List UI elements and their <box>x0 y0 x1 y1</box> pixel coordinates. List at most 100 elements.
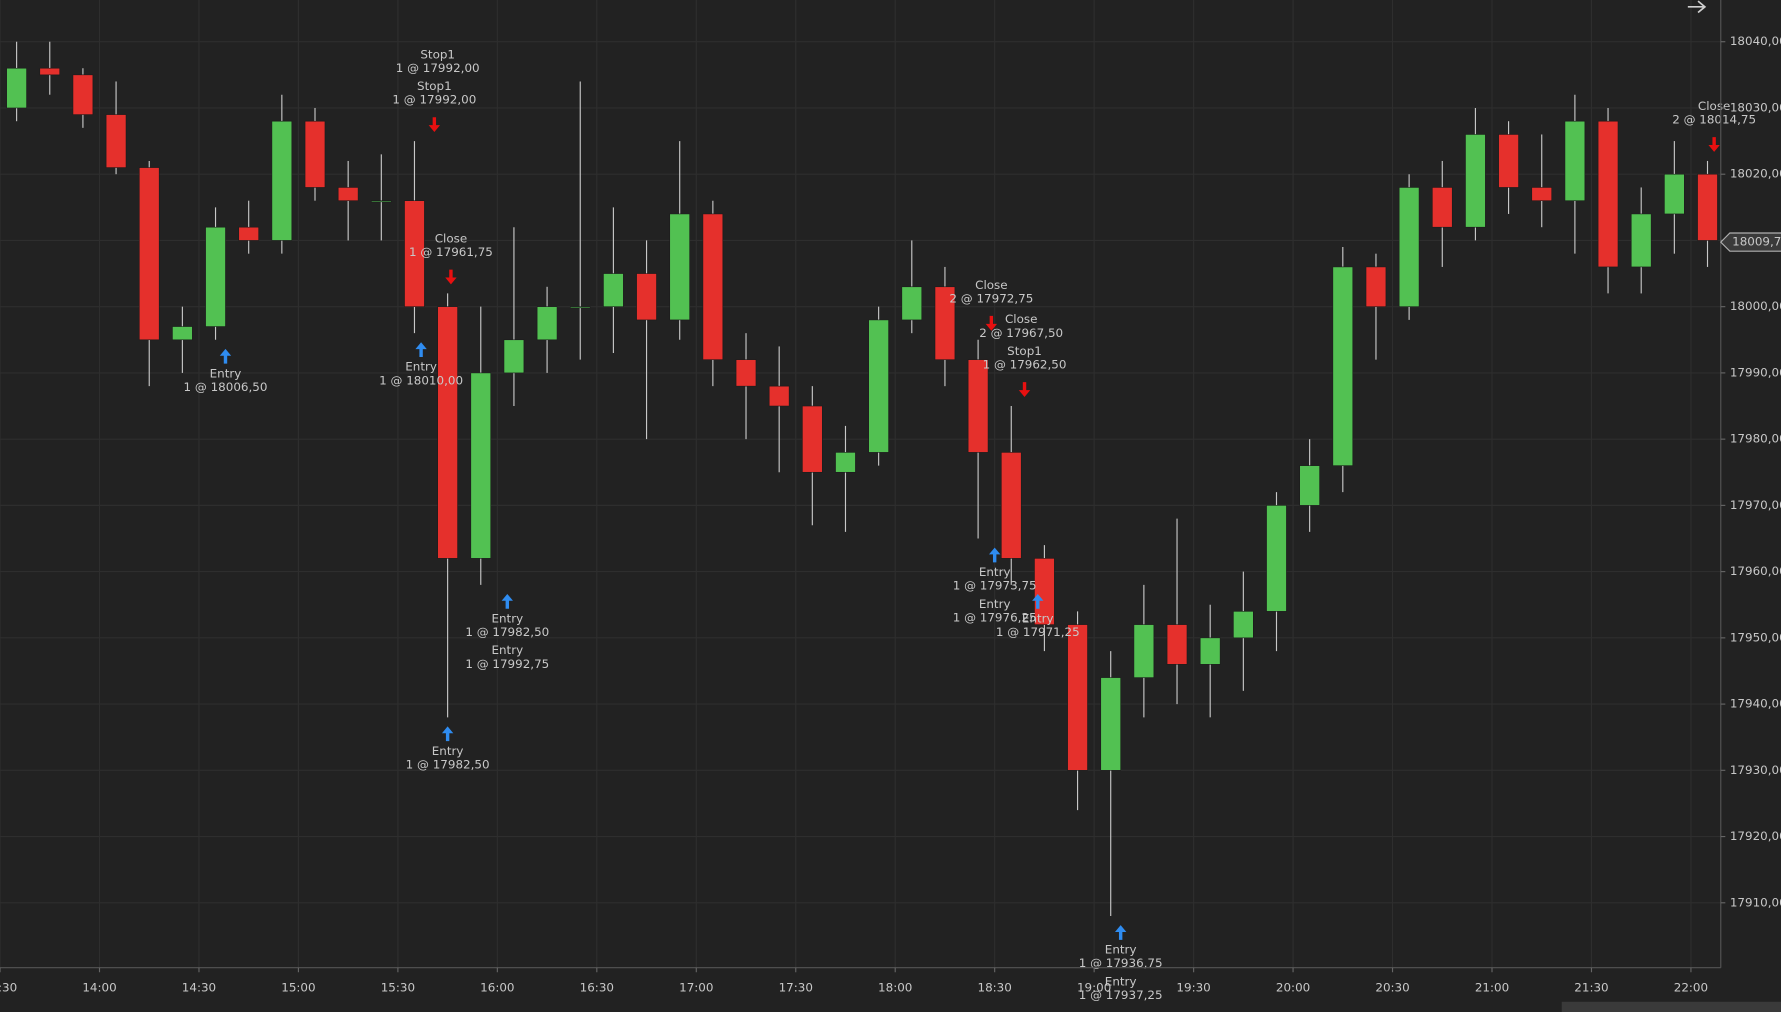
annotation-detail: 2 @ 17967,50 <box>979 326 1063 340</box>
candle-body <box>1398 187 1420 307</box>
candle-body <box>205 226 226 327</box>
candle-body <box>1067 624 1088 771</box>
annotation-label: Close <box>1698 99 1730 113</box>
scroll-to-end-button[interactable] <box>1687 0 1707 14</box>
annotation-label: Entry <box>210 366 242 380</box>
x-tick-label: 18:30 <box>978 981 1012 995</box>
x-tick-label: 17:00 <box>679 981 713 995</box>
candle-body <box>669 213 690 321</box>
y-tick-label: 17980,00 <box>1730 432 1781 446</box>
y-tick-label: 17950,00 <box>1730 630 1781 644</box>
candle-body <box>39 67 60 76</box>
candle-body <box>1498 134 1519 188</box>
y-tick-label: 17920,00 <box>1730 829 1781 843</box>
x-tick-label: 20:00 <box>1276 981 1310 995</box>
candle-body <box>570 306 591 309</box>
candle-body <box>1166 624 1188 665</box>
annotation-label: Entry <box>1105 943 1137 957</box>
y-tick-label: 18020,00 <box>1730 167 1781 181</box>
y-tick-label: 17960,00 <box>1730 564 1781 578</box>
annotation-label: Stop1 <box>417 79 452 93</box>
annotation-label: Entry <box>491 643 523 657</box>
candle-body <box>437 306 458 559</box>
annotation-label: Stop1 <box>420 47 455 61</box>
candle-body <box>768 385 790 407</box>
annotation-detail: 2 @ 18014,75 <box>1672 113 1756 127</box>
candle-body <box>636 273 657 321</box>
annotation-detail: 1 @ 17992,75 <box>465 657 549 671</box>
entry-arrow <box>415 342 427 358</box>
annotation-detail: 1 @ 17982,50 <box>465 625 549 639</box>
annotation-label: Entry <box>491 611 523 625</box>
annotation-detail: 1 @ 18010,00 <box>379 373 463 387</box>
candle-body <box>238 226 259 241</box>
x-tick-label: 20:30 <box>1375 981 1409 995</box>
entry-arrow <box>988 547 1001 563</box>
x-tick-label: 19:30 <box>1176 981 1210 995</box>
annotation-detail: 1 @ 17961,75 <box>409 245 493 259</box>
entry-arrow <box>1032 593 1044 609</box>
last-price-label: 18009,75 <box>1732 235 1781 249</box>
candle-body <box>967 359 989 453</box>
y-tick-label: 17910,00 <box>1730 895 1781 909</box>
annotation-label: Entry <box>405 360 437 374</box>
candle-body <box>1233 611 1254 639</box>
candle-body <box>603 273 624 307</box>
annotation-detail: 1 @ 17976,25 <box>953 611 1037 625</box>
annotation-detail: 1 @ 17936,75 <box>1079 956 1163 970</box>
exit-arrow <box>428 117 441 132</box>
candle-body <box>1697 173 1718 241</box>
candle-body <box>934 286 956 360</box>
annotation-label: Entry <box>1105 974 1137 988</box>
candle-body <box>371 200 392 203</box>
y-tick-label: 17990,00 <box>1730 365 1781 379</box>
exit-arrow <box>1708 137 1720 152</box>
annotation-label: Close <box>975 278 1007 292</box>
entry-arrow <box>441 726 454 742</box>
candle-body <box>536 306 558 341</box>
y-tick-label: 18000,00 <box>1730 299 1781 313</box>
annotation-detail: 1 @ 17992,00 <box>396 61 480 75</box>
candle-body <box>901 286 923 321</box>
candle-body <box>172 326 193 341</box>
annotation-detail: 1 @ 17962,50 <box>983 358 1067 372</box>
x-tick-label: 21:00 <box>1475 981 1509 995</box>
annotation-label: Close <box>435 231 467 245</box>
annotation-label: Entry <box>979 597 1011 611</box>
last-price-tag <box>1719 232 1781 252</box>
candle-body <box>304 120 326 188</box>
candle-body <box>470 372 492 559</box>
annotation-detail: 1 @ 17973,75 <box>953 579 1037 593</box>
candle-body <box>1564 120 1586 201</box>
candle-body <box>1465 134 1486 228</box>
annotation-label: Entry <box>979 565 1011 579</box>
y-tick-label: 18030,00 <box>1730 100 1781 114</box>
x-tick-label: 14:30 <box>182 981 216 995</box>
scrollbar[interactable] <box>1561 1001 1781 1012</box>
candle-body <box>735 359 757 387</box>
annotation-detail: 1 @ 17937,25 <box>1079 988 1163 1002</box>
candle-body <box>702 213 724 360</box>
candle-body <box>835 452 856 473</box>
candle-body <box>404 200 425 307</box>
candle-body <box>6 67 27 109</box>
candle-body <box>1299 465 1320 506</box>
annotation-label: Entry <box>432 744 464 758</box>
x-tick-label: 16:00 <box>480 981 514 995</box>
annotation-label: Close <box>1005 312 1037 326</box>
x-tick-label: 16:30 <box>580 981 614 995</box>
entry-arrow <box>501 593 513 609</box>
candle-body <box>1133 624 1155 678</box>
candle-body <box>1664 173 1685 215</box>
candle-body <box>138 167 160 341</box>
x-tick-label: 15:30 <box>381 981 415 995</box>
annotation-detail: 1 @ 17992,00 <box>392 93 476 107</box>
exit-arrow <box>445 269 457 285</box>
candle-body <box>1365 266 1387 307</box>
x-tick-label: 13:30 <box>0 981 17 995</box>
x-tick-label: 15:00 <box>281 981 315 995</box>
annotation-label: Stop1 <box>1007 344 1042 358</box>
candle-body <box>1432 187 1453 228</box>
